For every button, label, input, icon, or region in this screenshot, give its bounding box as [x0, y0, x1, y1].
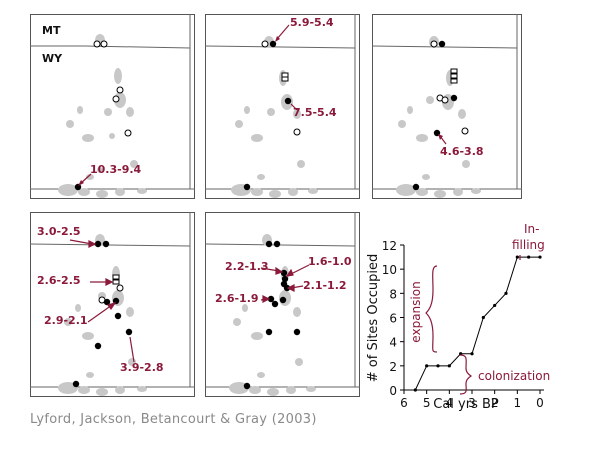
- series-line: [414, 256, 540, 391]
- x-tick-label: 6: [400, 396, 408, 410]
- map-3-graphic: [372, 14, 522, 199]
- date-label: 4.6-3.8: [440, 145, 484, 158]
- y-tick-label: 12: [382, 239, 397, 253]
- date-label: 5.9-5.4: [290, 16, 334, 29]
- map-4-graphic: [30, 212, 195, 397]
- chart-axes: [403, 245, 544, 391]
- x-tick-label: 2: [491, 396, 499, 410]
- date-label: 3.9-2.8: [120, 361, 164, 374]
- date-label: 1.6-1.0: [308, 255, 352, 268]
- x-axis-label: Cal yrs BP: [433, 397, 499, 412]
- y-tick-label: 6: [389, 312, 397, 326]
- y-tick-label: 8: [389, 287, 397, 301]
- range-blobs: [229, 234, 316, 396]
- data-point: [447, 364, 451, 368]
- range-blobs: [231, 36, 318, 198]
- annotation-infilling-1: In-: [524, 222, 539, 236]
- data-point: [425, 364, 429, 368]
- colonization-brace: [459, 354, 473, 395]
- site-markers: [412, 40, 469, 191]
- data-point: [515, 255, 519, 259]
- map-panel-5: 2.2-1.3 1.6-1.0 2.1-1.2 2.6-1.9: [205, 212, 360, 397]
- y-tick-label: 0: [389, 384, 397, 398]
- data-point: [481, 315, 485, 320]
- site-markers: [74, 40, 132, 191]
- date-label: 2.2-1.3: [225, 260, 269, 273]
- map-panel-1: MT WY 10.3-9.4: [30, 14, 195, 199]
- y-tick-label: 4: [389, 336, 397, 350]
- data-point: [436, 364, 440, 368]
- map-2-graphic: [205, 14, 360, 199]
- x-tick-label: 5: [423, 396, 431, 410]
- data-point: [527, 255, 531, 259]
- date-label: 2.1-1.2: [303, 279, 347, 292]
- date-label: 2.9-2.1: [44, 314, 88, 327]
- state-label-wy: WY: [42, 52, 63, 65]
- range-blobs: [396, 36, 481, 198]
- data-point: [459, 352, 463, 356]
- site-markers: [243, 40, 301, 191]
- x-tick-label: 1: [514, 396, 522, 410]
- data-point: [470, 352, 474, 356]
- map-panel-3: 4.6-3.8: [372, 14, 522, 199]
- annotation-expansion: expansion: [409, 281, 423, 342]
- annotation-colonization: colonization: [478, 369, 550, 383]
- x-tick-label: 0: [536, 396, 544, 410]
- map-5-graphic: [205, 212, 360, 397]
- data-point: [504, 291, 508, 295]
- y-tick-label: 2: [389, 360, 397, 374]
- site-markers: [243, 240, 301, 390]
- data-point: [493, 303, 497, 308]
- state-label-mt: MT: [42, 24, 61, 37]
- expansion-brace: [425, 265, 438, 353]
- citation: Lyford, Jackson, Betancourt & Gray (2003…: [30, 412, 317, 427]
- range-blobs: [58, 34, 147, 198]
- data-point: [413, 388, 417, 392]
- date-label: 2.6-2.5: [37, 274, 81, 287]
- site-markers: [72, 240, 133, 388]
- date-label: 2.6-1.9: [215, 292, 259, 305]
- map-panel-2: 5.9-5.4 7.5-5.4: [205, 14, 360, 199]
- map-panel-4: 3.0-2.5 2.6-2.5 2.9-2.1 3.9-2.8: [30, 212, 195, 397]
- annotation-infilling-2: filling: [512, 238, 545, 252]
- y-tick-label: 10: [382, 263, 397, 277]
- date-label: 10.3-9.4: [90, 163, 142, 176]
- chart-series: [413, 255, 542, 392]
- date-label: 7.5-5.4: [293, 106, 337, 119]
- map-1-graphic: [30, 14, 195, 199]
- data-point: [538, 255, 542, 259]
- x-tick-label: 3: [468, 396, 476, 410]
- x-tick-label: 4: [446, 396, 454, 410]
- date-label: 3.0-2.5: [37, 225, 81, 238]
- y-axis-label: # of Sites Occupied: [366, 254, 381, 382]
